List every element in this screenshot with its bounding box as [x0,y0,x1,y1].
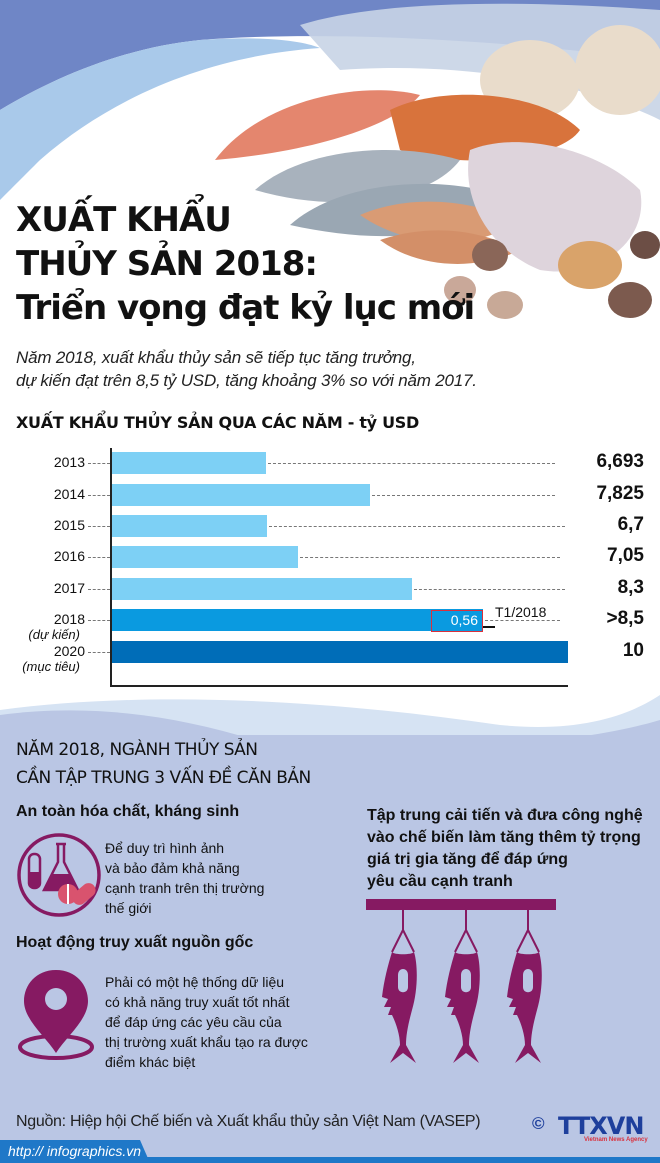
lead-paragraph: Năm 2018, xuất khẩu thủy sản sẽ tiếp tục… [16,346,477,392]
year-label: 2014 [53,486,85,502]
value-bar [112,546,298,568]
chart-row: 2018 (dự kiến) >8,5 [0,608,660,642]
year-label: 2013 [53,454,85,470]
text-line: để đáp ứng các yêu cầu của [105,1014,282,1030]
value-label: 7,825 [596,483,644,504]
lead-line-2: dự kiến đạt trên 8,5 tỷ USD, tăng khoảng… [16,371,477,390]
section-title-line-1: NĂM 2018, NGÀNH THỦY SẢN [16,740,258,760]
item-text-chemical-safety: Để duy trì hình ảnh và bảo đảm khả năng … [105,838,264,918]
item-title-chemical-safety: An toàn hóa chất, kháng sinh [16,803,240,820]
y-axis-line [110,448,112,686]
chart-title: XUẤT KHẨU THỦY SẢN QUA CÁC NĂM - tỷ USD [16,413,419,432]
hero-image [0,0,660,345]
year-label: 2016 [53,548,85,564]
year-label: 2017 [53,580,85,596]
leader-dash-left [88,495,110,496]
copyright-icon: © [532,1114,545,1133]
leader-dash-right [269,526,565,527]
chart-row: 2017 8,3 [0,577,660,600]
leader-dash-right [300,557,560,558]
footer-stripe [0,1157,660,1163]
text-line: Phải có một hệ thống dữ liệu [105,974,285,990]
leader-dash-left [88,652,110,653]
value-bar [112,484,370,506]
value-label: 6,7 [617,514,644,535]
footer-bar: http:// infographics.vn [0,1140,660,1163]
leader-dash-left [88,526,110,527]
chart-row: 2014 7,825 [0,483,660,506]
callout-leader-line [483,626,495,628]
callout-label: T1/2018 [495,604,547,620]
text-line: thị trường xuất khẩu tạo ra được [105,1034,308,1050]
text-line: giá trị gia tăng để đáp ứng [367,851,568,868]
section-title: NĂM 2018, NGÀNH THỦY SẢN CẦN TẬP TRUNG 3… [16,736,311,792]
text-line: yêu cầu cạnh tranh [367,873,513,890]
leader-dash-right [268,463,555,464]
year-label: 2015 [53,517,85,533]
logo-subtitle: Vietnam News Agency [584,1137,648,1143]
bar-chart: 2013 6,693 2014 7,825 2015 6,7 2016 7,05 2017 8,3… [0,440,660,690]
chart-row: 2013 6,693 [0,451,660,474]
wave-overlay [0,720,660,760]
year-note: (dự kiến) [28,627,80,642]
value-bar [112,641,568,663]
item-text-traceability: Phải có một hệ thống dữ liệu có khả năng… [105,972,308,1072]
value-label: >8,5 [606,608,644,629]
chart-row: 2015 6,7 [0,514,660,537]
text-line: và bảo đảm khả năng [105,860,240,876]
location-pin-icon [18,970,94,1060]
title-line-3: Triển vọng đạt kỷ lục mới [16,288,475,328]
value-bar [112,515,267,537]
text-line: thế giới [105,900,152,916]
leader-dash-right [414,589,565,590]
hanging-fish-icon [366,899,556,1064]
leader-dash-right [372,495,555,496]
text-line: có khả năng truy xuất tốt nhất [105,994,290,1010]
logo-text: TTXVN [558,1112,644,1140]
lead-line-1: Năm 2018, xuất khẩu thủy sản sẽ tiếp tục… [16,348,416,367]
value-bar [112,609,483,631]
value-bar [112,452,266,474]
lab-flask-pill-icon [17,833,101,917]
website-link[interactable]: http:// infographics.vn [8,1143,142,1159]
source-citation: Nguồn: Hiệp hội Chế biến và Xuất khẩu th… [16,1113,481,1130]
value-label: 7,05 [607,545,644,566]
year-note: (mục tiêu) [22,659,80,674]
text-line: Tập trung cải tiến và đưa công nghệ [367,807,643,824]
title-line-1: XUẤT KHẨU [16,200,232,240]
value-label: 6,693 [596,451,644,472]
page-title: XUẤT KHẨU THỦY SẢN 2018: Triển vọng đạt … [16,198,475,330]
value-label: 8,3 [617,577,644,598]
text-line: vào chế biến làm tăng thêm tỷ trọng [367,829,641,846]
section-title-line-2: CẦN TẬP TRUNG 3 VẤN ĐỀ CĂN BẢN [16,768,311,788]
seafood-photo-icon [0,0,660,345]
leader-dash-left [88,620,110,621]
year-label: 2018 [53,611,85,627]
x-axis-line [110,685,568,687]
text-line: điểm khác biệt [105,1054,196,1070]
january-value-callout: 0,56 [431,610,483,632]
item-text-technology: Tập trung cải tiến và đưa công nghệ vào … [367,805,643,893]
leader-dash-left [88,463,110,464]
title-line-2: THỦY SẢN 2018: [16,244,318,284]
issues-section [0,735,660,1163]
ttxvn-logo: © TTXVN Vietnam News Agency [532,1112,658,1146]
item-title-traceability: Hoạt động truy xuất nguồn gốc [16,934,254,951]
leader-dash-left [88,589,110,590]
url-tab [0,1140,150,1163]
value-bar [112,578,412,600]
text-line: cạnh tranh trên thị trường [105,880,265,896]
chart-row: 2020 (mục tiêu) 10 [0,640,660,674]
text-line: Để duy trì hình ảnh [105,840,225,856]
leader-dash-right [485,620,560,621]
value-label: 10 [622,640,644,661]
leader-dash-left [88,557,110,558]
year-label: 2020 [53,643,85,659]
chart-row: 2016 7,05 [0,545,660,568]
